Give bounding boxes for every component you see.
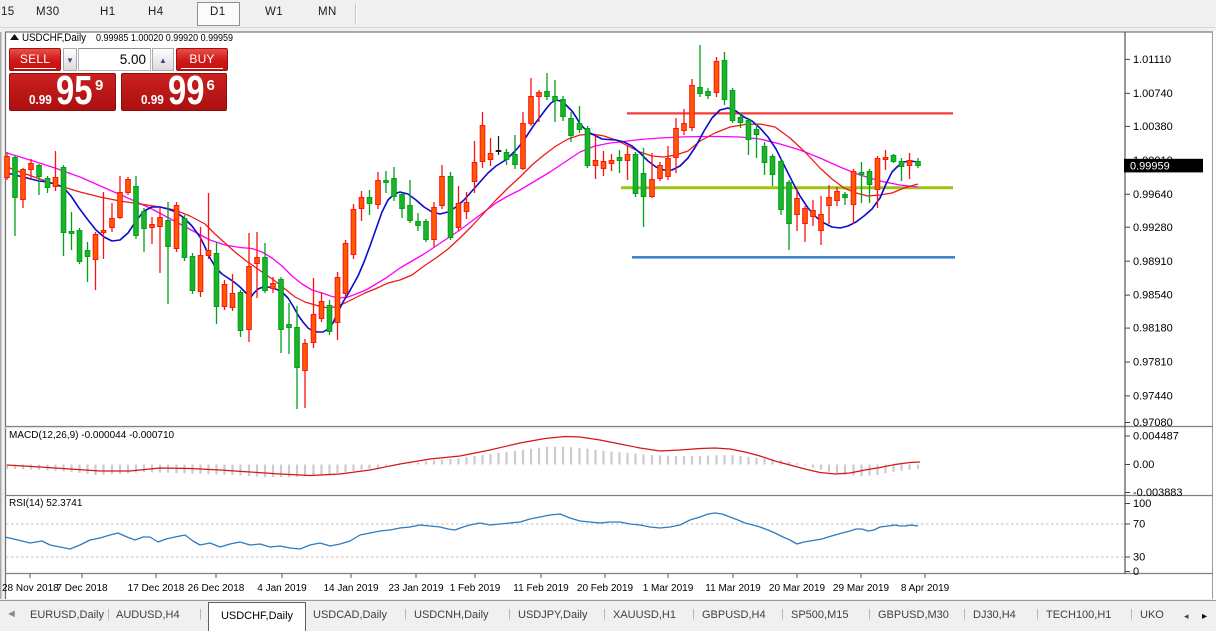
svg-text:USDCHF,Daily: USDCHF,Daily	[22, 32, 86, 44]
svg-text:1.01110: 1.01110	[1133, 54, 1171, 66]
svg-text:RSI(14) 52.3741: RSI(14) 52.3741	[9, 498, 83, 509]
svg-text:0.99985 1.00020 0.99920 0.9995: 0.99985 1.00020 0.99920 0.99959	[96, 32, 233, 44]
svg-text:1.00380: 1.00380	[1133, 121, 1173, 133]
svg-text:20 Mar 2019: 20 Mar 2019	[769, 583, 826, 594]
svg-text:100: 100	[1133, 498, 1151, 510]
svg-text:0.98910: 0.98910	[1133, 256, 1173, 268]
svg-text:0.97080: 0.97080	[1133, 417, 1173, 429]
svg-text:1.00740: 1.00740	[1133, 88, 1173, 100]
svg-text:28 Nov 2018: 28 Nov 2018	[2, 583, 59, 594]
svg-text:30: 30	[1133, 552, 1145, 564]
svg-text:0: 0	[1133, 566, 1139, 578]
svg-text:MACD(12,26,9) -0.000044 -0.000: MACD(12,26,9) -0.000044 -0.000710	[9, 430, 175, 441]
svg-text:1 Feb 2019: 1 Feb 2019	[450, 583, 501, 594]
svg-text:0.00: 0.00	[1133, 459, 1154, 471]
svg-text:17 Dec 2018: 17 Dec 2018	[128, 583, 185, 594]
svg-text:0.97440: 0.97440	[1133, 391, 1173, 403]
svg-text:7 Dec 2018: 7 Dec 2018	[56, 583, 108, 594]
svg-text:1 Mar 2019: 1 Mar 2019	[643, 583, 694, 594]
svg-text:29 Mar 2019: 29 Mar 2019	[833, 583, 890, 594]
svg-text:23 Jan 2019: 23 Jan 2019	[388, 583, 443, 594]
svg-text:14 Jan 2019: 14 Jan 2019	[323, 583, 378, 594]
svg-text:0.99959: 0.99959	[1130, 160, 1170, 172]
svg-text:0.98180: 0.98180	[1133, 323, 1173, 335]
svg-text:8 Apr 2019: 8 Apr 2019	[901, 583, 950, 594]
svg-text:20 Feb 2019: 20 Feb 2019	[577, 583, 634, 594]
svg-text:0.99640: 0.99640	[1133, 189, 1173, 201]
svg-text:26 Dec 2018: 26 Dec 2018	[188, 583, 245, 594]
svg-text:0.99280: 0.99280	[1133, 222, 1173, 234]
svg-text:70: 70	[1133, 519, 1145, 531]
svg-text:0.98540: 0.98540	[1133, 290, 1173, 302]
svg-text:11 Feb 2019: 11 Feb 2019	[513, 583, 569, 594]
svg-text:11 Mar 2019: 11 Mar 2019	[705, 583, 761, 594]
svg-text:0.004487: 0.004487	[1133, 431, 1179, 443]
svg-text:0.97810: 0.97810	[1133, 357, 1173, 369]
svg-text:-0.003883: -0.003883	[1133, 487, 1183, 499]
svg-text:4 Jan 2019: 4 Jan 2019	[257, 583, 307, 594]
